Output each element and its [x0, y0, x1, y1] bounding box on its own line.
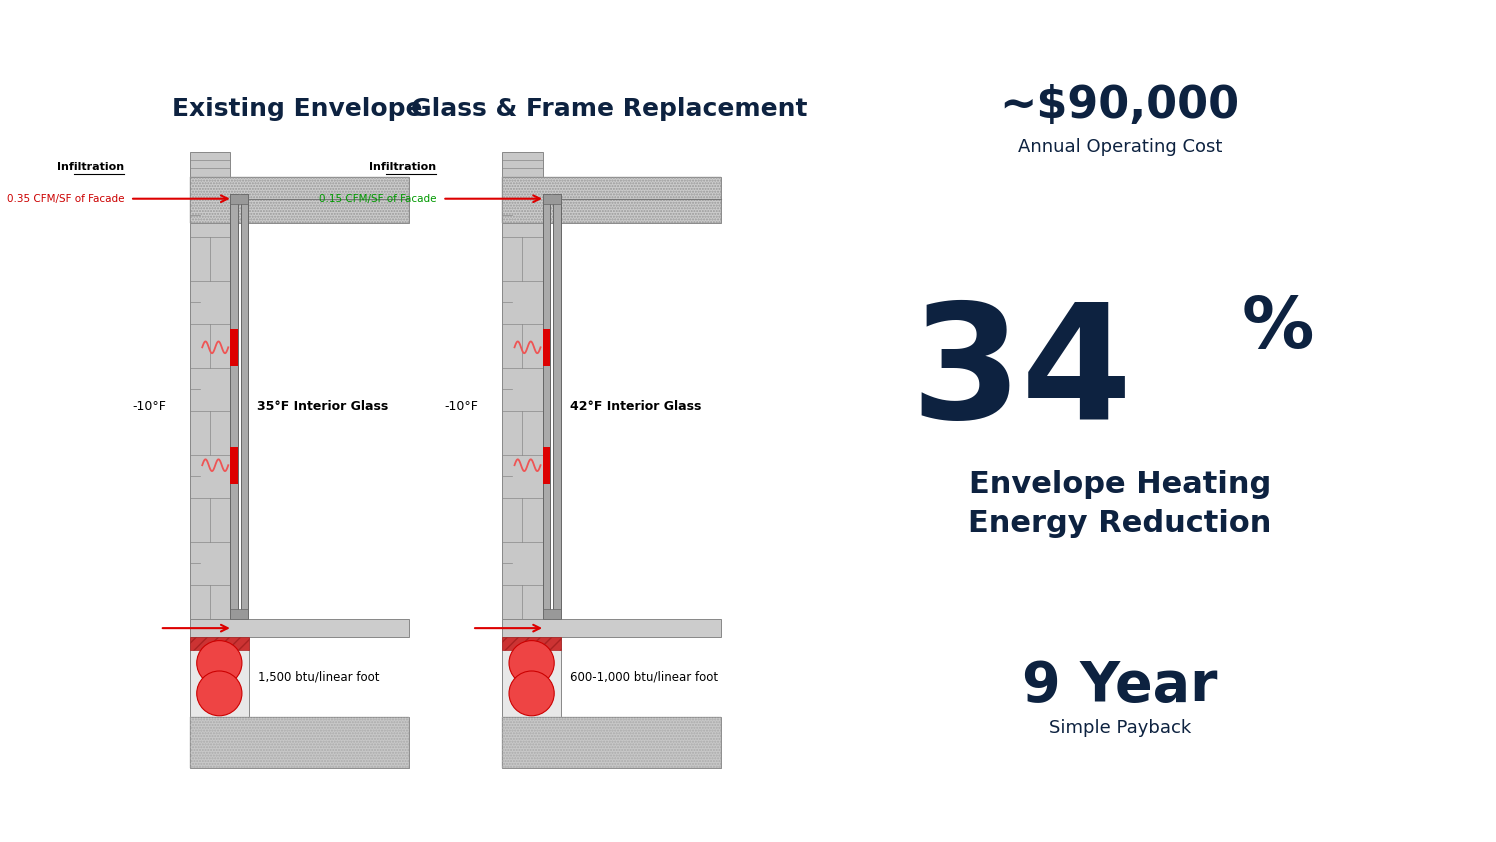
Bar [190, 152, 230, 177]
Bar [501, 177, 721, 223]
Text: 0.35 CFM/SF of Facade: 0.35 CFM/SF of Facade [6, 194, 124, 204]
Text: -10°F: -10°F [444, 400, 479, 413]
Ellipse shape [509, 671, 554, 716]
Text: %: % [1242, 294, 1313, 363]
Bar [501, 637, 561, 717]
Text: ~$90,000: ~$90,000 [999, 83, 1240, 127]
Text: 0.15 CFM/SF of Facade: 0.15 CFM/SF of Facade [319, 194, 437, 204]
Bar [543, 328, 551, 365]
Ellipse shape [509, 641, 554, 685]
Bar [501, 637, 561, 650]
Text: 35°F Interior Glass: 35°F Interior Glass [257, 400, 389, 413]
Text: Infiltration: Infiltration [370, 162, 437, 172]
Bar [230, 328, 238, 365]
Bar [501, 177, 721, 223]
Text: Envelope Heating: Envelope Heating [968, 470, 1272, 498]
Bar [230, 446, 238, 483]
Text: 34: 34 [911, 297, 1132, 452]
Text: Existing Envelope: Existing Envelope [172, 98, 423, 121]
Bar [543, 194, 551, 619]
Bar [190, 637, 248, 717]
Bar [230, 609, 248, 619]
Bar [554, 194, 561, 619]
Text: Glass & Frame Replacement: Glass & Frame Replacement [411, 98, 808, 121]
Bar [230, 194, 238, 619]
Bar [543, 446, 551, 483]
Text: 600-1,000 btu/linear foot: 600-1,000 btu/linear foot [570, 671, 718, 684]
Bar [501, 619, 721, 637]
Bar [190, 637, 248, 650]
Text: 9 Year: 9 Year [1022, 659, 1218, 713]
Text: 1,500 btu/linear foot: 1,500 btu/linear foot [257, 671, 380, 684]
Ellipse shape [197, 641, 242, 685]
Text: Infiltration: Infiltration [57, 162, 124, 172]
Ellipse shape [197, 671, 242, 716]
Text: Simple Payback: Simple Payback [1049, 719, 1191, 738]
Bar [501, 194, 543, 716]
Bar [241, 194, 248, 619]
Text: Energy Reduction: Energy Reduction [968, 509, 1272, 538]
Bar [190, 194, 230, 716]
Bar [543, 609, 561, 619]
Text: Annual Operating Cost: Annual Operating Cost [1017, 138, 1222, 157]
Bar [190, 177, 408, 223]
Bar [501, 152, 543, 177]
Bar [230, 194, 248, 204]
Bar [190, 717, 408, 768]
Bar [190, 619, 408, 637]
Bar [190, 717, 408, 768]
Text: 42°F Interior Glass: 42°F Interior Glass [570, 400, 702, 413]
Bar [190, 177, 408, 223]
Bar [543, 194, 561, 204]
Bar [501, 717, 721, 768]
Text: -10°F: -10°F [132, 400, 166, 413]
Bar [501, 717, 721, 768]
